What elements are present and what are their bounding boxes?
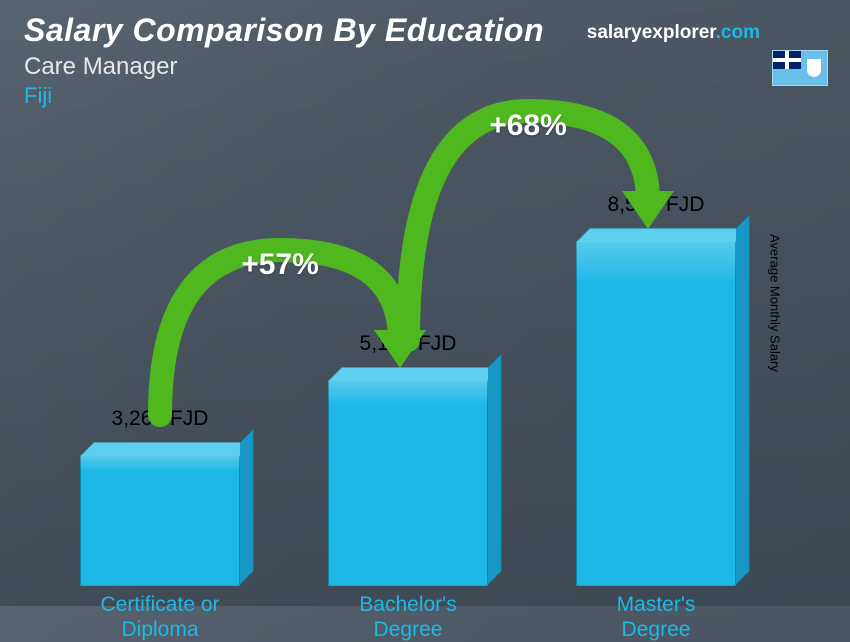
- increase-arrow-icon: [60, 116, 790, 586]
- brand-name: salaryexplorer: [587, 22, 716, 43]
- bar-category-label: Bachelor'sDegree: [328, 592, 488, 642]
- flag-icon: [772, 50, 828, 86]
- brand: salaryexplorer.com: [587, 22, 760, 44]
- bar-category-label: Master'sDegree: [576, 592, 736, 642]
- brand-domain: .com: [716, 22, 760, 43]
- page-title: Salary Comparison By Education: [24, 12, 544, 49]
- bar-category-label: Certificate orDiploma: [80, 592, 240, 642]
- country-label: Fiji: [24, 83, 544, 109]
- percent-increase-label: +68%: [478, 109, 578, 143]
- bar-chart: 3,260 FJDCertificate orDiploma5,120 FJDB…: [60, 116, 790, 586]
- subtitle: Care Manager: [24, 53, 544, 81]
- header: Salary Comparison By Education Care Mana…: [24, 12, 544, 109]
